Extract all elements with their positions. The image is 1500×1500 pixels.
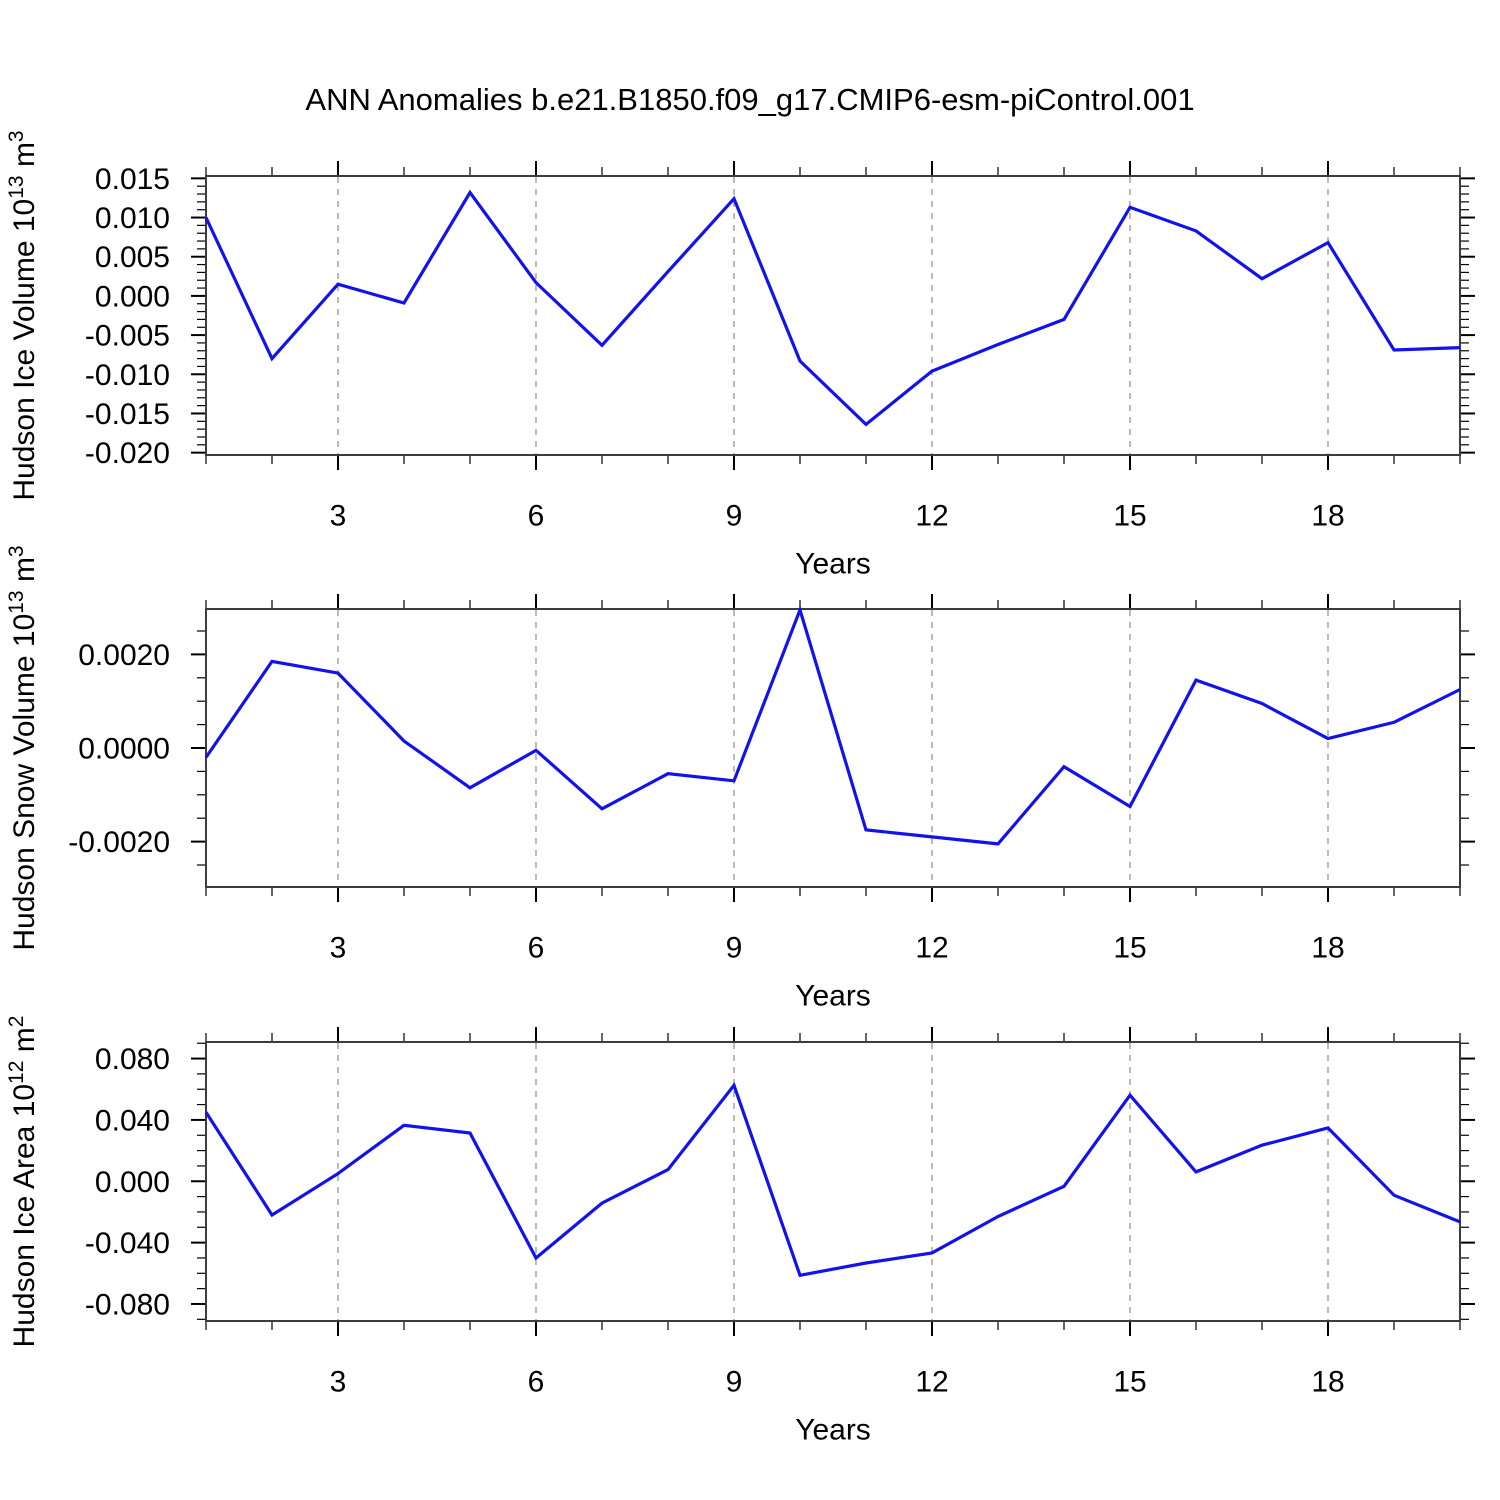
y-axis-title-text: Hudson Ice Area 10 — [8, 1084, 41, 1348]
x-tick-label: 6 — [528, 1366, 545, 1399]
chart-title: ANN Anomalies b.e21.B1850.f09_g17.CMIP6-… — [305, 82, 1195, 117]
y-tick-label: 0.0020 — [78, 639, 170, 672]
y-tick-label: 0.0000 — [78, 733, 170, 766]
plot-frame — [205, 1041, 1461, 1322]
panel-hudson-ice-area: 0.080 0.040 0.000 -0.040 -0.080 3 6 9 12 15 18 Year… — [5, 1016, 1475, 1447]
y-tick-label: 0.005 — [95, 241, 170, 274]
y-tick-label: -0.020 — [85, 437, 170, 470]
x-tick-label: 9 — [726, 932, 743, 965]
data-line-hudson-ice-volume — [204, 189, 1461, 427]
x-tick-label: 12 — [915, 1366, 948, 1399]
x-tick-label: 3 — [330, 500, 347, 533]
data-line-hudson-snow-volume — [204, 607, 1461, 846]
y-axis-title: Hudson Snow Volume 1013 m3 — [5, 545, 41, 950]
y-tick-label: -0.010 — [85, 359, 170, 392]
y-axis-title-sup: 3 — [5, 130, 28, 142]
x-tick-label: 3 — [330, 932, 347, 965]
y-tick-label: -0.080 — [85, 1288, 170, 1321]
y-tick-label: 0.080 — [95, 1043, 170, 1076]
y-tick-label: 0.000 — [95, 1166, 170, 1199]
x-tick-label: 9 — [726, 1366, 743, 1399]
x-tick-label: 15 — [1113, 932, 1146, 965]
y-tick-label: -0.015 — [85, 398, 170, 431]
y-axis-title-sup: 13 — [5, 175, 28, 198]
x-tick-label: 9 — [726, 500, 743, 533]
x-tick-label: 18 — [1311, 500, 1344, 533]
y-tick-label: 0.040 — [95, 1104, 170, 1137]
y-axis-title-text: m — [8, 1027, 41, 1060]
y-tick-label: -0.005 — [85, 320, 170, 353]
panel-hudson-ice-volume: 0.015 0.010 0.005 0.000 -0.005 -0.010 -0.015 -0… — [5, 130, 1475, 581]
x-tick-label: 12 — [915, 932, 948, 965]
y-axis-title-sup: 12 — [5, 1061, 28, 1084]
y-axis-title-sup: 13 — [5, 590, 28, 613]
x-tick-label: 12 — [915, 500, 948, 533]
x-tick-label: 6 — [528, 500, 545, 533]
x-tick-label: 3 — [330, 1366, 347, 1399]
panel-hudson-snow-volume: 0.0020 0.0000 -0.0020 3 6 9 12 15 18 Years Hudson … — [5, 545, 1475, 1013]
x-axis-title: Years — [795, 1414, 871, 1447]
y-tick-label: 0.000 — [95, 280, 170, 313]
y-tick-label: 0.015 — [95, 163, 170, 196]
y-axis-title-text: m — [8, 142, 41, 175]
x-tick-label: 18 — [1311, 1366, 1344, 1399]
x-axis-title: Years — [795, 548, 871, 581]
y-axis-title-text: m — [8, 557, 41, 590]
y-axis-title-text: Hudson Ice Volume 10 — [8, 199, 41, 501]
x-axis-title: Years — [795, 980, 871, 1013]
y-tick-label: -0.0020 — [68, 826, 170, 859]
y-axis-title-sup: 2 — [5, 1016, 28, 1028]
plot-frame — [205, 608, 1461, 888]
plot-frame — [205, 175, 1461, 456]
y-axis-title-sup: 3 — [5, 545, 28, 557]
y-axis-title-text: Hudson Snow Volume 10 — [8, 614, 41, 951]
x-tick-label: 6 — [528, 932, 545, 965]
x-tick-label: 15 — [1113, 500, 1146, 533]
x-tick-label: 15 — [1113, 1366, 1146, 1399]
y-tick-label: 0.010 — [95, 202, 170, 235]
y-axis-title: Hudson Ice Volume 1013 m3 — [5, 130, 41, 500]
data-line-hudson-ice-area — [204, 1082, 1461, 1278]
y-axis-title: Hudson Ice Area 1012 m2 — [5, 1016, 41, 1348]
x-tick-label: 18 — [1311, 932, 1344, 965]
y-tick-label: -0.040 — [85, 1227, 170, 1260]
